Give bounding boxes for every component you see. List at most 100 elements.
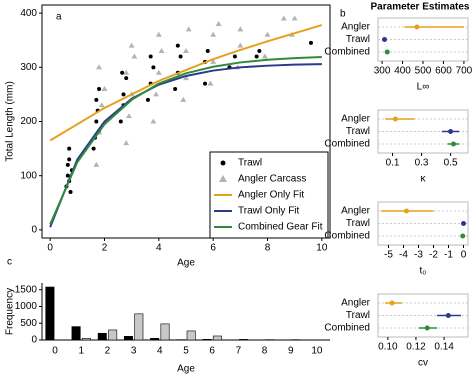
bar xyxy=(202,339,212,341)
x-tick-label: 700 xyxy=(456,66,473,77)
row-label: Angler xyxy=(341,206,371,217)
point xyxy=(210,58,217,64)
x-tick-label: 3 xyxy=(131,346,137,357)
point xyxy=(123,69,130,75)
row-label: Angler xyxy=(341,22,371,33)
point xyxy=(178,54,183,59)
x-tick-label: -3 xyxy=(414,250,423,261)
legend-label: Angler Carcass xyxy=(238,174,306,185)
point xyxy=(291,15,298,21)
x-tick-label: -4 xyxy=(399,250,408,261)
point xyxy=(124,76,129,81)
x-tick-label: 0.5 xyxy=(444,158,458,169)
point xyxy=(215,20,222,26)
bar xyxy=(239,339,249,341)
legend-label: Trawl xyxy=(238,158,262,169)
bar xyxy=(71,326,81,341)
x-tick-label: 9 xyxy=(288,346,294,357)
point xyxy=(121,92,126,97)
legend-swatch xyxy=(220,160,226,166)
row-label: Trawl xyxy=(346,126,370,137)
point xyxy=(185,26,192,32)
y-tick-label: 0 xyxy=(31,225,37,236)
bar xyxy=(212,335,222,341)
point xyxy=(94,97,99,102)
bar xyxy=(134,313,144,341)
y-axis-label: Total Length (mm) xyxy=(5,81,16,162)
estimate xyxy=(448,129,454,134)
row-label: Trawl xyxy=(346,218,370,229)
point xyxy=(173,86,178,91)
y-tick-label: 1000 xyxy=(15,301,38,312)
x-tick-label: 5 xyxy=(183,346,189,357)
point xyxy=(97,86,102,91)
y-tick-label: 1500 xyxy=(15,284,38,295)
fit-line xyxy=(49,56,322,225)
x-axis-label: κ xyxy=(421,174,427,185)
y-axis-label: Frequency xyxy=(5,288,16,335)
estimate xyxy=(450,141,456,147)
point xyxy=(118,119,123,124)
bar xyxy=(186,330,196,341)
estimate xyxy=(389,300,395,306)
y-tick-label: 400 xyxy=(20,8,37,19)
fit-line xyxy=(49,24,323,142)
point xyxy=(65,173,70,178)
panel-label: a xyxy=(56,12,62,23)
point xyxy=(98,102,105,108)
x-axis-label: t₀ xyxy=(420,266,427,277)
estimate xyxy=(460,233,466,239)
point xyxy=(67,146,72,151)
x-axis-label: Age xyxy=(177,258,195,269)
x-tick-label: 0.12 xyxy=(406,342,426,353)
point xyxy=(101,85,108,91)
x-tick-label: 10 xyxy=(316,243,328,254)
y-tick-label: 100 xyxy=(20,170,37,181)
point xyxy=(183,75,189,81)
row-label: Trawl xyxy=(346,310,370,321)
bar xyxy=(45,286,55,341)
x-tick-label: 0 xyxy=(47,243,53,254)
x-tick-label: 6 xyxy=(210,243,216,254)
row-label: Combined xyxy=(324,323,370,334)
fit-line xyxy=(49,63,322,228)
legend-label: Combined Gear Fit xyxy=(238,222,323,233)
point xyxy=(153,91,160,97)
legend-label: Trawl Only Fit xyxy=(238,206,300,217)
x-tick-label: 0 xyxy=(52,346,58,357)
x-axis-label: L∞ xyxy=(417,82,430,93)
x-tick-label: 8 xyxy=(262,346,268,357)
row-label: Combined xyxy=(324,231,370,242)
x-tick-label: 300 xyxy=(374,66,391,77)
point xyxy=(93,161,100,167)
point xyxy=(123,140,130,146)
point xyxy=(150,118,157,124)
point xyxy=(180,96,187,102)
estimate xyxy=(424,325,430,331)
y-tick-label: 500 xyxy=(20,318,37,329)
point xyxy=(175,43,180,48)
point xyxy=(145,97,150,102)
x-tick-label: 1 xyxy=(78,346,84,357)
y-tick-label: 200 xyxy=(20,116,37,127)
x-tick-label: 500 xyxy=(415,66,432,77)
point xyxy=(68,189,73,194)
bar xyxy=(97,332,107,341)
x-tick-label: 600 xyxy=(435,66,452,77)
bar xyxy=(150,338,160,341)
point xyxy=(308,40,313,45)
legend-label: Angler Only Fit xyxy=(238,190,304,201)
point xyxy=(158,48,165,54)
x-tick-label: 4 xyxy=(157,346,163,357)
estimate xyxy=(384,49,390,55)
x-tick-label: -1 xyxy=(444,250,453,261)
point xyxy=(232,54,237,59)
x-tick-label: 0.10 xyxy=(378,342,398,353)
estimate xyxy=(461,221,466,226)
estimate xyxy=(414,24,420,30)
estimate xyxy=(382,37,388,42)
point xyxy=(183,48,189,54)
x-tick-label: 0.1 xyxy=(386,158,400,169)
x-axis-label: cv xyxy=(418,358,428,369)
